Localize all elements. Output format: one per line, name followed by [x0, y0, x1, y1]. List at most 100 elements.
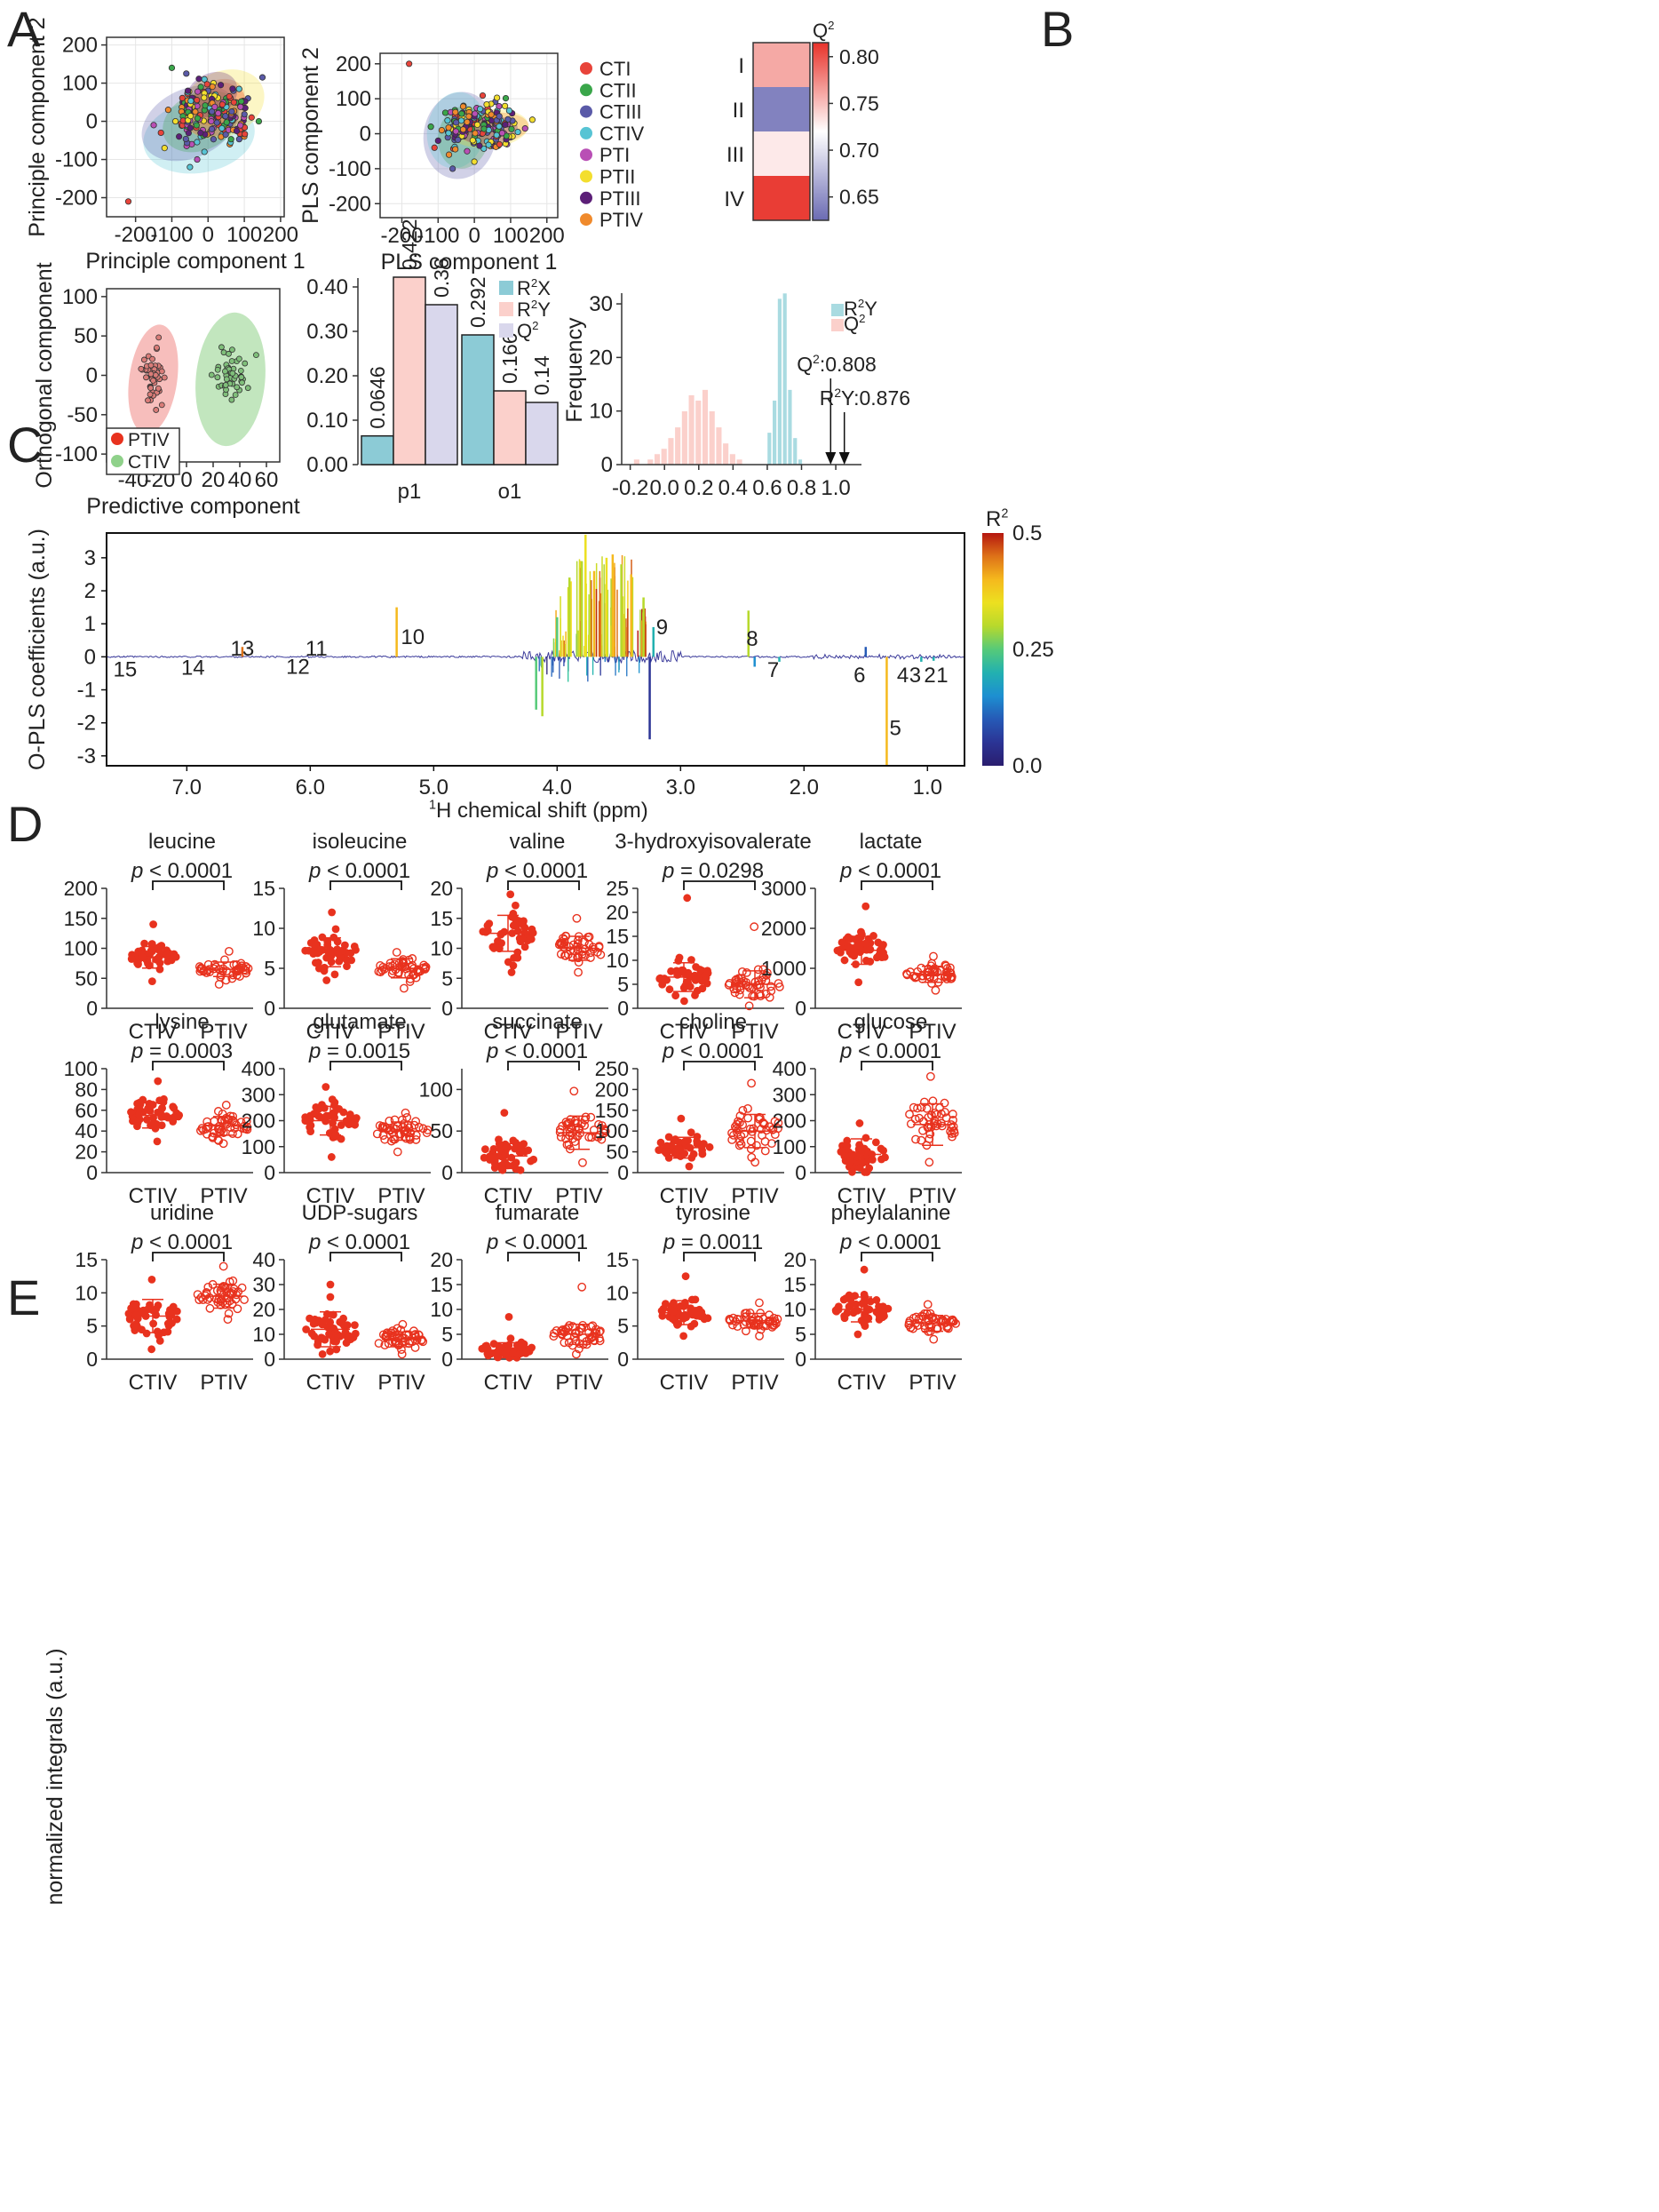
data-point [197, 84, 204, 91]
dot-PTIV [410, 1343, 420, 1352]
ytick-label: 20 [589, 346, 613, 370]
data-point [211, 103, 218, 110]
histogram-bar-q2 [715, 426, 723, 465]
p-value-prefix: p [308, 1039, 321, 1063]
peak-annotation: 6 [853, 664, 865, 688]
dot-CTIV [843, 1136, 852, 1145]
dot-CTIV [858, 1300, 867, 1308]
data-point [514, 128, 521, 136]
category-label-PTIV: PTIV [731, 1184, 778, 1208]
legend-label-sup: 2 [532, 319, 538, 332]
legend-label-CTIII: CTIII [599, 101, 642, 123]
ytick-label: 5 [617, 973, 629, 996]
dot-CTIV [130, 1323, 139, 1331]
data-point [496, 113, 503, 120]
dotplot-title: isoleucine [313, 830, 408, 854]
dotplot-title: UDP-sugars [302, 1201, 418, 1225]
dotplot-succinate: succinate p < 0.0001 0 50 100 CTIV PTIV [419, 1010, 610, 1208]
data-point [452, 128, 459, 135]
colorbar-tick-label: 0.70 [839, 139, 879, 162]
dot-PTIV [736, 1140, 746, 1149]
data-point [168, 64, 176, 71]
ytick-label: 10 [430, 937, 453, 960]
dot-PTIV [218, 1116, 226, 1126]
dot-CTIV [155, 959, 164, 967]
dot-CTIV [311, 959, 320, 967]
peak-annotation: 10 [401, 625, 425, 649]
p-value-label: p = 0.0011 [663, 1230, 763, 1254]
histogram-bar-q2 [654, 453, 661, 465]
dotplot-title: leucine [148, 830, 216, 854]
dot-PTIV [222, 1293, 232, 1303]
ytick-label: 5 [264, 957, 275, 980]
dot-CTIV [501, 1158, 509, 1166]
dot-CTIV [872, 953, 881, 962]
legend-swatch [831, 304, 844, 316]
dot-PTIV [766, 982, 775, 991]
dot-CTIV [134, 960, 142, 968]
dot-CTIV [326, 1293, 335, 1301]
annotation-label-main: R [820, 386, 835, 410]
p-value-label: p < 0.0001 [486, 1230, 588, 1254]
dot-CTIV [325, 1330, 333, 1339]
ytick-label: 150 [595, 1099, 629, 1122]
data-point [218, 124, 226, 132]
dot-PTIV [746, 1144, 756, 1154]
dot-CTIV [853, 1306, 861, 1315]
dot-CTIV [693, 1133, 702, 1141]
peak-annotation: 1 [936, 664, 948, 688]
dot-PTIV [232, 960, 242, 969]
histogram-bar-q2 [709, 410, 716, 465]
legend-label-sup: 2 [531, 298, 537, 311]
p-value-label: p < 0.0001 [662, 1039, 764, 1063]
significance-bracket [507, 1252, 580, 1261]
bar-p1-0 [361, 434, 394, 465]
legend-label: Q2 [517, 319, 538, 342]
annotation-label: Q2:0.808 [797, 353, 877, 376]
data-point-ctiv [228, 358, 235, 364]
category-label-CTIV: CTIV [484, 1371, 533, 1395]
dot-PTIV [747, 1152, 757, 1162]
dot-CTIV [154, 1301, 163, 1309]
dot-PTIV [594, 1130, 604, 1140]
legend-label: R2X [517, 276, 551, 299]
data-point [452, 146, 459, 153]
data-point [434, 137, 441, 145]
dot-CTIV [503, 1144, 511, 1152]
colorbar-title: Q2 [813, 19, 834, 42]
data-point [502, 94, 510, 102]
dot-PTIV [225, 1277, 234, 1286]
data-point-ptiv [147, 385, 155, 392]
dot-PTIV [586, 953, 595, 962]
ytick-label: 30 [252, 1273, 275, 1296]
ytick-label: 25 [606, 877, 629, 900]
dot-CTIV [669, 1308, 678, 1316]
significance-bracket [683, 1252, 756, 1261]
data-point-ptiv [155, 334, 163, 341]
peak-annotation: 13 [231, 637, 255, 661]
dot-PTIV [756, 1325, 766, 1334]
y-axis-title: Principle component 2 [25, 17, 50, 236]
ytick-label: 15 [430, 1273, 453, 1296]
data-point [209, 83, 216, 91]
chart-C2: 0.00 0.10 0.20 0.30 0.40 0.0646 0.422 0.36 p1 0.2… [306, 219, 559, 504]
ytick-label: 0 [795, 997, 806, 1020]
p-value-prefix: p [663, 1230, 675, 1254]
dot-PTIV [571, 1349, 581, 1359]
category-label-CTIV: CTIV [660, 1371, 709, 1395]
dotplot-uridine: uridine p < 0.0001 0 5 10 15 CTIV PTIV [75, 1201, 253, 1395]
dot-PTIV [596, 950, 606, 959]
xtick-label: 6.0 [296, 776, 325, 800]
colorbar-D [982, 533, 1004, 766]
ytick-label: 15 [783, 1273, 806, 1296]
dot-CTIV [169, 1102, 178, 1111]
dot-CTIV [170, 950, 179, 959]
data-point [223, 119, 230, 126]
p-value-label: p = 0.0298 [662, 859, 764, 883]
data-point-ctiv [229, 370, 236, 377]
dot-PTIV [220, 955, 229, 965]
category-label-CTIV: CTIV [306, 1020, 355, 1044]
dot-CTIV [153, 1137, 162, 1146]
dot-CTIV [330, 1125, 339, 1134]
